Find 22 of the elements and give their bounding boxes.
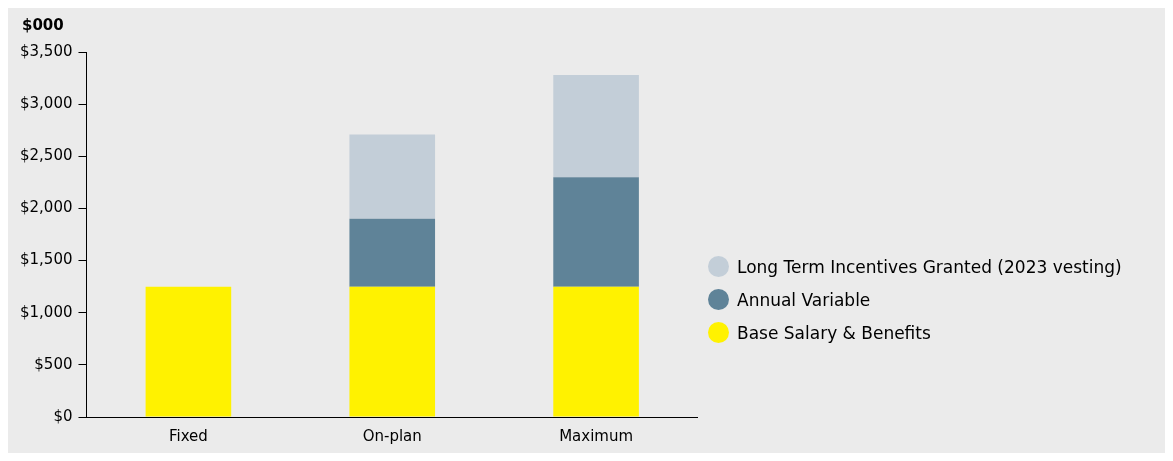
y-tick-label: $1,500 xyxy=(19,250,73,269)
legend-label: Base Salary & Benefits xyxy=(737,322,931,343)
y-tick-label: $0 xyxy=(53,406,73,425)
bar xyxy=(553,74,639,178)
y-tick-label: $3,500 xyxy=(19,41,73,60)
y-tick-label: $2,500 xyxy=(19,146,73,165)
x-tick-label: Maximum xyxy=(559,426,634,445)
bar xyxy=(145,286,232,417)
bar xyxy=(349,134,436,219)
y-tick-label: $500 xyxy=(34,354,73,373)
bar xyxy=(349,286,436,417)
y-tick-label: $2,000 xyxy=(19,198,73,217)
bar xyxy=(553,177,639,287)
bar xyxy=(349,218,436,287)
y-tick-label: $3,000 xyxy=(19,94,73,113)
x-tick-label: Fixed xyxy=(168,426,208,445)
legend-label: Annual Variable xyxy=(737,289,871,310)
bar xyxy=(553,286,639,417)
x-tick-label: On-plan xyxy=(362,426,422,445)
legend-label: Long Term Incentives Granted (2023 vesting) xyxy=(737,256,1122,277)
y-axis-title: $000 xyxy=(22,16,64,35)
y-tick-label: $1,000 xyxy=(19,302,73,321)
